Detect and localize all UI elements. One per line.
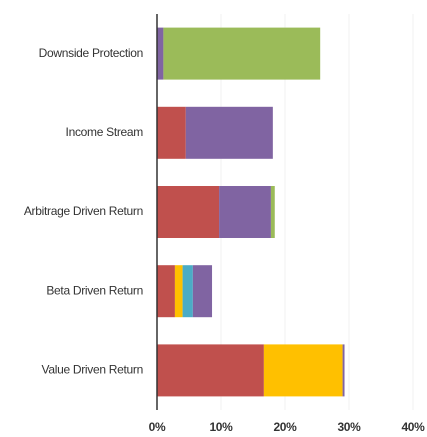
y-tick-label: Downside Protection <box>39 46 143 60</box>
y-tick-label: Income Stream <box>66 125 144 139</box>
bar-segment <box>342 344 345 397</box>
bar-segment <box>157 265 175 318</box>
x-tick-label: 0% <box>149 420 166 432</box>
bar-segment <box>157 106 186 159</box>
bar-segment <box>192 265 213 318</box>
bar-segment <box>185 106 273 159</box>
bar-segment <box>219 186 271 238</box>
bar-segment <box>157 27 164 80</box>
y-tick-label: Arbitrage Driven Return <box>24 204 143 218</box>
bar-segment <box>182 265 193 318</box>
y-tick-label: Value Driven Return <box>42 363 143 377</box>
bar-segment <box>174 265 183 318</box>
x-tick-label: 30% <box>337 420 361 432</box>
x-tick-label: 20% <box>273 420 297 432</box>
bar-segment <box>163 27 321 80</box>
x-tick-label: 40% <box>401 420 425 432</box>
x-tick-label: 10% <box>209 420 233 432</box>
bar-segment <box>270 186 275 238</box>
bar-segment <box>157 344 264 397</box>
bar-segment <box>157 186 220 238</box>
y-tick-label: Beta Driven Return <box>46 283 143 297</box>
bar-segment <box>263 344 343 397</box>
